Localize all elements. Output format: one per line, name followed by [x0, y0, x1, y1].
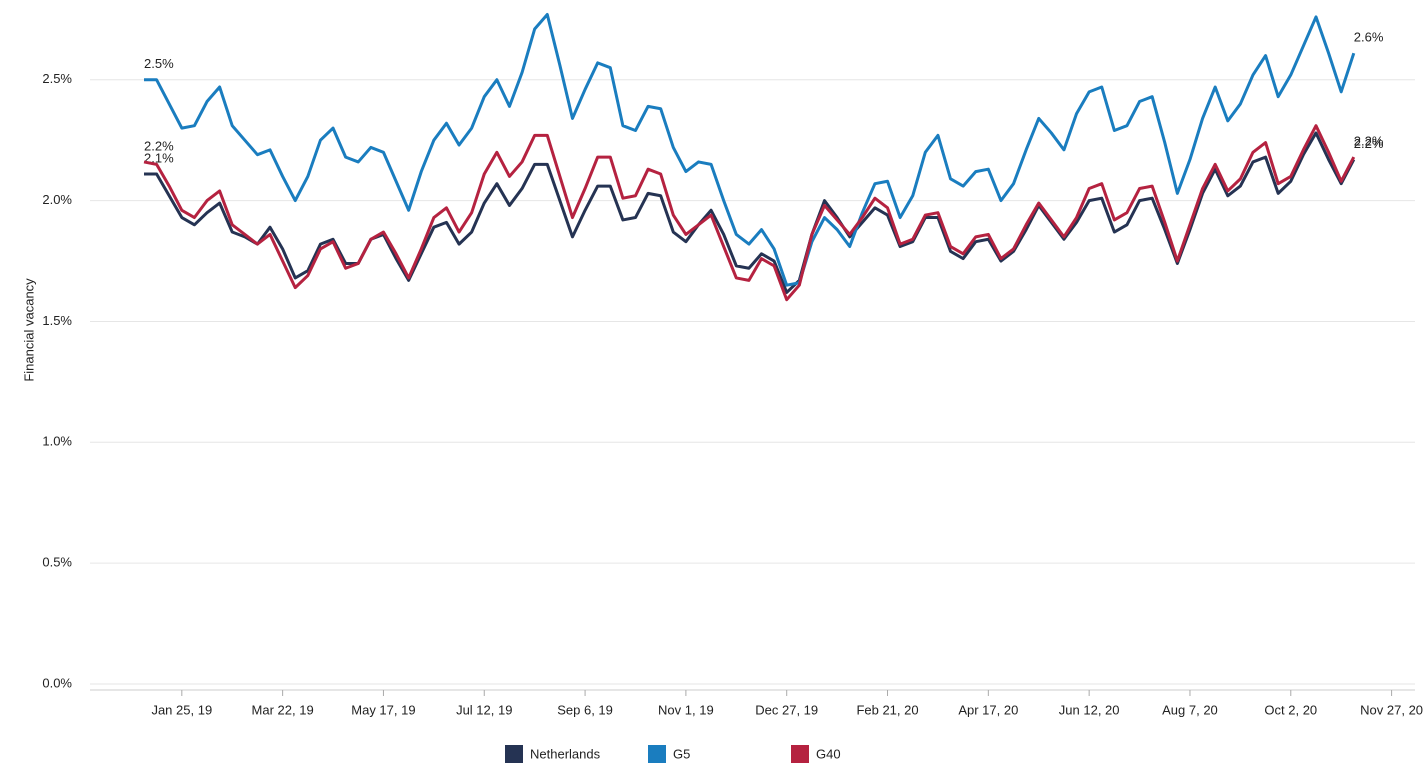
- data-label: 2.5%: [144, 56, 174, 71]
- legend-label: G5: [673, 746, 690, 761]
- x-tick-label: Jun 12, 20: [1059, 702, 1120, 717]
- y-tick-label: 0.0%: [42, 675, 72, 690]
- x-tick-label: Oct 2, 20: [1264, 702, 1317, 717]
- x-tick-label: Mar 22, 19: [252, 702, 314, 717]
- legend-label: G40: [816, 746, 841, 761]
- legend-swatch: [505, 745, 523, 763]
- y-tick-label: 0.5%: [42, 555, 72, 570]
- data-label: 2.1%: [144, 150, 174, 165]
- data-label: 2.2%: [1354, 134, 1384, 149]
- y-tick-label: 2.5%: [42, 71, 72, 86]
- x-tick-label: Sep 6, 19: [557, 702, 613, 717]
- y-tick-label: 1.0%: [42, 434, 72, 449]
- x-tick-label: Aug 7, 20: [1162, 702, 1218, 717]
- legend-swatch: [648, 745, 666, 763]
- data-label: 2.6%: [1354, 30, 1384, 45]
- y-tick-label: 2.0%: [42, 192, 72, 207]
- series-line: [144, 13, 1356, 287]
- x-tick-label: Jul 12, 19: [456, 702, 512, 717]
- series-line: [144, 131, 1356, 294]
- series-line: [143, 124, 1356, 302]
- x-tick-label: Nov 1, 19: [658, 702, 714, 717]
- data-label: 2.2%: [144, 138, 174, 153]
- data-label: 2.2%: [1354, 136, 1384, 151]
- x-tick-label: Nov 27, 20: [1360, 702, 1423, 717]
- legend-swatch: [791, 745, 809, 763]
- y-axis-label: Financial vacancy: [21, 278, 36, 382]
- x-tick-label: Dec 27, 19: [755, 702, 818, 717]
- x-tick-label: Apr 17, 20: [958, 702, 1018, 717]
- x-tick-label: Feb 21, 20: [856, 702, 918, 717]
- x-tick-label: Jan 25, 19: [151, 702, 212, 717]
- legend-label: Netherlands: [530, 746, 601, 761]
- y-tick-label: 1.5%: [42, 313, 72, 328]
- x-tick-label: May 17, 19: [351, 702, 415, 717]
